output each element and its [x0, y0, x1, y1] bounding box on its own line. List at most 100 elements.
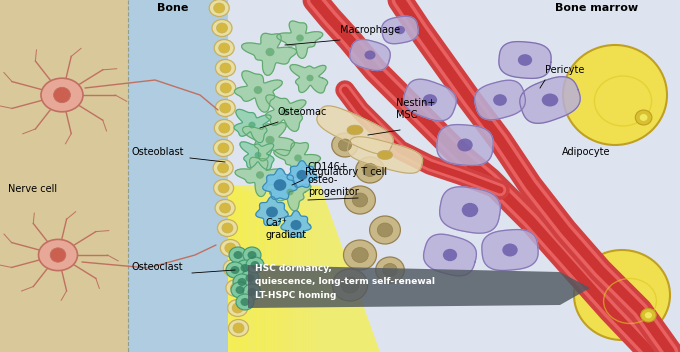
Bar — [240, 189, 244, 352]
Ellipse shape — [363, 163, 377, 176]
Ellipse shape — [339, 139, 352, 151]
Ellipse shape — [273, 179, 286, 191]
Text: LT-HSPC homing: LT-HSPC homing — [255, 291, 337, 300]
Ellipse shape — [296, 34, 304, 42]
Ellipse shape — [218, 163, 228, 173]
Ellipse shape — [286, 189, 294, 195]
Ellipse shape — [462, 203, 478, 217]
Ellipse shape — [212, 19, 232, 37]
Polygon shape — [269, 176, 311, 211]
Bar — [289, 205, 293, 352]
Ellipse shape — [216, 59, 235, 76]
Ellipse shape — [218, 220, 237, 237]
Ellipse shape — [219, 123, 230, 133]
Ellipse shape — [640, 114, 647, 121]
Ellipse shape — [214, 3, 224, 13]
Ellipse shape — [281, 108, 289, 116]
Ellipse shape — [256, 171, 264, 179]
Bar — [246, 191, 250, 352]
Ellipse shape — [228, 263, 239, 273]
Ellipse shape — [229, 247, 247, 263]
Bar — [265, 197, 269, 352]
Bar — [228, 185, 232, 352]
Ellipse shape — [395, 26, 405, 34]
Polygon shape — [277, 21, 323, 58]
Bar — [258, 195, 262, 352]
Ellipse shape — [50, 248, 66, 262]
Ellipse shape — [347, 125, 363, 135]
Bar — [234, 187, 238, 352]
Polygon shape — [424, 234, 477, 276]
Bar — [228, 0, 680, 352]
Polygon shape — [234, 109, 271, 143]
Bar — [262, 196, 266, 352]
Ellipse shape — [423, 94, 437, 106]
Polygon shape — [317, 106, 393, 154]
Ellipse shape — [542, 94, 558, 107]
Ellipse shape — [226, 262, 244, 278]
Bar — [128, 0, 228, 352]
Ellipse shape — [645, 312, 652, 319]
Bar — [231, 186, 235, 352]
Polygon shape — [235, 157, 284, 196]
Polygon shape — [475, 80, 526, 120]
Ellipse shape — [248, 251, 256, 259]
Polygon shape — [287, 161, 317, 188]
Bar — [268, 198, 272, 352]
Ellipse shape — [218, 183, 229, 193]
Bar — [286, 204, 290, 352]
Ellipse shape — [245, 274, 254, 282]
Ellipse shape — [241, 298, 250, 306]
Ellipse shape — [241, 264, 250, 272]
Ellipse shape — [54, 87, 71, 103]
Text: Adipocyte: Adipocyte — [562, 147, 610, 157]
Ellipse shape — [214, 139, 233, 157]
Ellipse shape — [209, 0, 229, 17]
Ellipse shape — [364, 50, 375, 59]
Bar — [283, 203, 287, 352]
Ellipse shape — [220, 203, 231, 213]
Bar — [302, 209, 305, 352]
Ellipse shape — [235, 286, 245, 294]
Ellipse shape — [213, 159, 233, 176]
Polygon shape — [266, 95, 306, 131]
Ellipse shape — [574, 250, 670, 340]
Ellipse shape — [352, 247, 369, 263]
Ellipse shape — [296, 170, 307, 180]
Text: Osteoblast: Osteoblast — [132, 147, 184, 157]
Polygon shape — [240, 142, 274, 170]
Polygon shape — [256, 196, 288, 226]
Ellipse shape — [635, 110, 652, 125]
Ellipse shape — [223, 259, 243, 277]
Bar — [296, 207, 299, 352]
Bar — [0, 0, 128, 352]
Polygon shape — [499, 42, 551, 78]
Ellipse shape — [493, 94, 507, 106]
Bar — [280, 202, 284, 352]
Polygon shape — [235, 71, 282, 112]
Ellipse shape — [241, 270, 259, 286]
Ellipse shape — [236, 294, 254, 310]
Ellipse shape — [225, 243, 236, 253]
Ellipse shape — [248, 288, 256, 296]
Ellipse shape — [220, 63, 231, 73]
Ellipse shape — [641, 308, 656, 322]
Text: Ca²⁺
gradient: Ca²⁺ gradient — [266, 218, 307, 240]
Ellipse shape — [265, 48, 275, 56]
Text: Macrophage: Macrophage — [340, 25, 400, 35]
Polygon shape — [350, 39, 390, 70]
Bar — [274, 200, 278, 352]
Bar — [299, 208, 303, 352]
Ellipse shape — [220, 103, 231, 113]
Polygon shape — [274, 143, 320, 177]
Bar — [271, 199, 275, 352]
Ellipse shape — [228, 320, 248, 337]
Ellipse shape — [233, 323, 244, 333]
Ellipse shape — [232, 303, 243, 313]
Text: Osteoclast: Osteoclast — [132, 262, 184, 272]
Ellipse shape — [457, 138, 473, 151]
Ellipse shape — [243, 247, 261, 263]
Ellipse shape — [307, 75, 313, 81]
Ellipse shape — [231, 282, 249, 298]
Ellipse shape — [248, 122, 256, 128]
